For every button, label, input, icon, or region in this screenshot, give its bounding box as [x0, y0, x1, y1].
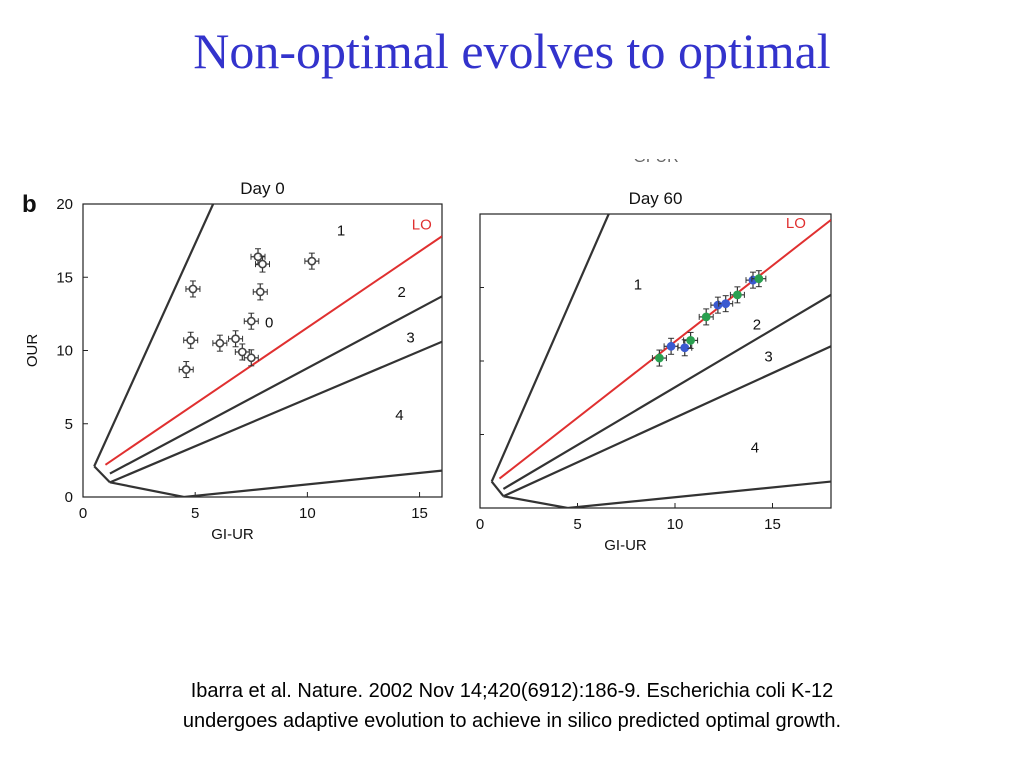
y-tick-label: 5 — [65, 416, 73, 433]
data-point — [212, 334, 228, 352]
data-point — [677, 339, 693, 357]
data-point — [252, 283, 268, 301]
chart-panel-day-60: Day 60 0 5 10 15 GI-UR 1 23 4 LO — [476, 189, 832, 554]
point-marker — [231, 334, 240, 344]
region-label: 1 — [337, 222, 345, 239]
x-tick-label: 0 — [79, 505, 87, 522]
point-marker — [258, 259, 267, 269]
data-point — [651, 349, 667, 367]
y-axis-label: OUR — [24, 334, 41, 368]
citation: Ibarra et al. Nature. 2002 Nov 14;420(69… — [0, 676, 1024, 736]
citation-line-1: Ibarra et al. Nature. 2002 Nov 14;420(69… — [190, 680, 834, 702]
y-tick-label: 10 — [56, 343, 73, 360]
point-marker — [186, 335, 196, 345]
data-point — [185, 280, 201, 298]
constraint-line — [93, 465, 111, 484]
lo-line — [104, 235, 442, 466]
region-label: 2 — [753, 316, 761, 333]
x-tick-label: 5 — [191, 505, 199, 522]
y-tick-label: 20 — [56, 196, 73, 213]
x-tick-label: 10 — [667, 516, 684, 533]
data-point — [250, 248, 266, 266]
lo-annotation: LO — [786, 215, 806, 232]
region-label: 2 — [397, 284, 405, 301]
data-point — [304, 252, 320, 270]
boundary-lines — [93, 204, 442, 497]
constraint-line — [490, 480, 505, 497]
point-marker — [246, 353, 256, 363]
plot-frame — [82, 203, 443, 498]
data-point — [243, 312, 259, 330]
point-marker — [655, 353, 664, 363]
point-marker — [253, 252, 263, 262]
data-point — [178, 361, 194, 379]
point-marker — [721, 299, 731, 309]
lo-line — [498, 219, 831, 480]
x-tick-label: 10 — [299, 505, 316, 522]
x-axis-label: GI-UR — [211, 526, 254, 543]
constraint-line — [109, 481, 185, 497]
data-point — [718, 295, 734, 313]
x-tick-label: 15 — [764, 516, 781, 533]
constraint-line — [109, 295, 442, 475]
region-label: 1 — [634, 277, 642, 294]
point-marker — [246, 316, 256, 326]
x-tick-label: 15 — [411, 505, 428, 522]
point-marker — [307, 256, 317, 266]
y-tick-label: 0 — [65, 489, 73, 506]
chart-title: Day 60 — [629, 189, 683, 208]
data-point — [729, 286, 745, 304]
constraint-line — [503, 495, 568, 508]
data-point — [243, 349, 259, 367]
point-marker — [666, 341, 676, 351]
citation-line-2: undergoes adaptive evolution to achieve … — [182, 710, 842, 732]
data-point — [683, 331, 699, 349]
constraint-line — [93, 204, 215, 467]
constraint-line — [502, 293, 831, 490]
region-label: 4 — [751, 440, 759, 457]
y-tick-label: 15 — [56, 269, 73, 286]
x-axis-label: GI-UR — [604, 537, 647, 554]
point-marker — [255, 287, 265, 297]
plot-frame — [479, 213, 832, 509]
data-point — [751, 270, 767, 288]
panel-letter: b — [22, 191, 37, 218]
point-marker — [188, 284, 198, 294]
point-marker — [686, 336, 695, 345]
point-marker — [733, 290, 742, 300]
constraint-line — [109, 340, 442, 484]
point-marker — [215, 338, 225, 348]
clip-mask — [600, 146, 720, 159]
constraint-line — [490, 214, 610, 482]
data-point — [698, 308, 714, 326]
point-marker — [680, 343, 690, 353]
data-point — [255, 255, 270, 273]
boundary-lines — [490, 214, 831, 508]
constraint-line — [567, 480, 831, 508]
x-tick-label: 5 — [573, 516, 581, 533]
point-marker — [713, 300, 723, 310]
region-label: 4 — [395, 407, 403, 424]
point-marker — [181, 365, 191, 374]
chart-title: Day 0 — [240, 179, 284, 198]
region-label: 0 — [265, 315, 273, 332]
data-point — [228, 330, 244, 348]
point-marker — [701, 312, 711, 322]
region-label: 3 — [406, 329, 414, 346]
x-tick-label: 0 — [476, 516, 484, 533]
constraint-line — [183, 469, 442, 497]
lo-annotation: LO — [412, 217, 432, 234]
point-marker — [237, 347, 247, 357]
data-point — [710, 296, 726, 314]
slide-title: Non-optimal evolves to optimal — [193, 23, 831, 79]
chart-panel-day-0: Day 0 0 5 10 15 0 5 10 15 20 GI-UR OUR 1 2 3 4 0 LO — [24, 179, 443, 543]
data-point — [183, 331, 199, 349]
point-marker — [754, 274, 764, 284]
region-label: 3 — [764, 349, 772, 366]
constraint-line — [502, 345, 831, 498]
figure: b GI-UR Day 005101505101520GI-UROUR12340… — [22, 146, 832, 554]
